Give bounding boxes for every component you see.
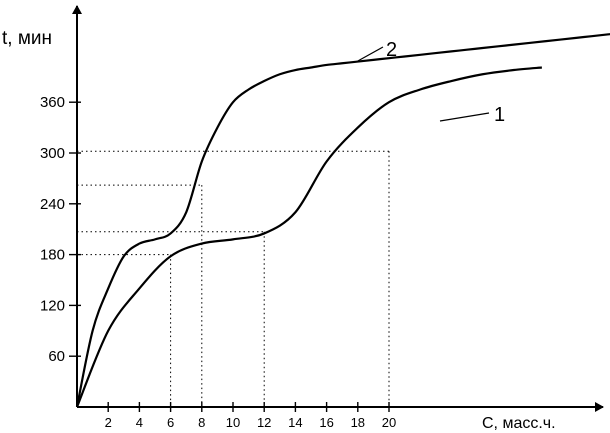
y-tick-label: 60 xyxy=(48,348,65,365)
x-tick-label: 6 xyxy=(167,415,174,430)
x-tick-label: 14 xyxy=(288,415,302,430)
y-ticks: 60 120 180 240 300 360 xyxy=(40,94,81,365)
x-axis-title: С, масс.ч. xyxy=(482,415,556,432)
y-tick-label: 120 xyxy=(40,297,65,314)
y-tick-label: 300 xyxy=(40,145,65,162)
curve-2-leader xyxy=(355,46,384,63)
curve-1-label: 1 xyxy=(494,104,505,126)
reference-lines xyxy=(77,150,390,407)
curves xyxy=(75,33,610,408)
x-tick-label: 20 xyxy=(382,415,396,430)
curve-1-leader xyxy=(439,112,490,122)
y-axis-title: t, мин xyxy=(2,28,52,49)
x-tick-label: 2 xyxy=(105,415,112,430)
y-tick-label: 240 xyxy=(40,196,65,213)
y-tick-label: 180 xyxy=(40,247,65,264)
x-tick-label: 8 xyxy=(198,415,205,430)
curve-2-label: 2 xyxy=(386,39,397,61)
x-tick-label: 12 xyxy=(257,415,271,430)
x-tick-label: 4 xyxy=(136,415,143,430)
curve-2 xyxy=(75,33,610,408)
y-tick-label: 360 xyxy=(40,94,65,111)
curve-labels: 12 xyxy=(355,39,505,126)
curve-1 xyxy=(75,66,542,408)
x-tick-label: 18 xyxy=(351,415,365,430)
x-tick-label: 10 xyxy=(226,415,240,430)
x-tick-label: 16 xyxy=(319,415,333,430)
x-ticks: 2 4 6 8 10 12 14 16 18 20 xyxy=(105,402,396,430)
